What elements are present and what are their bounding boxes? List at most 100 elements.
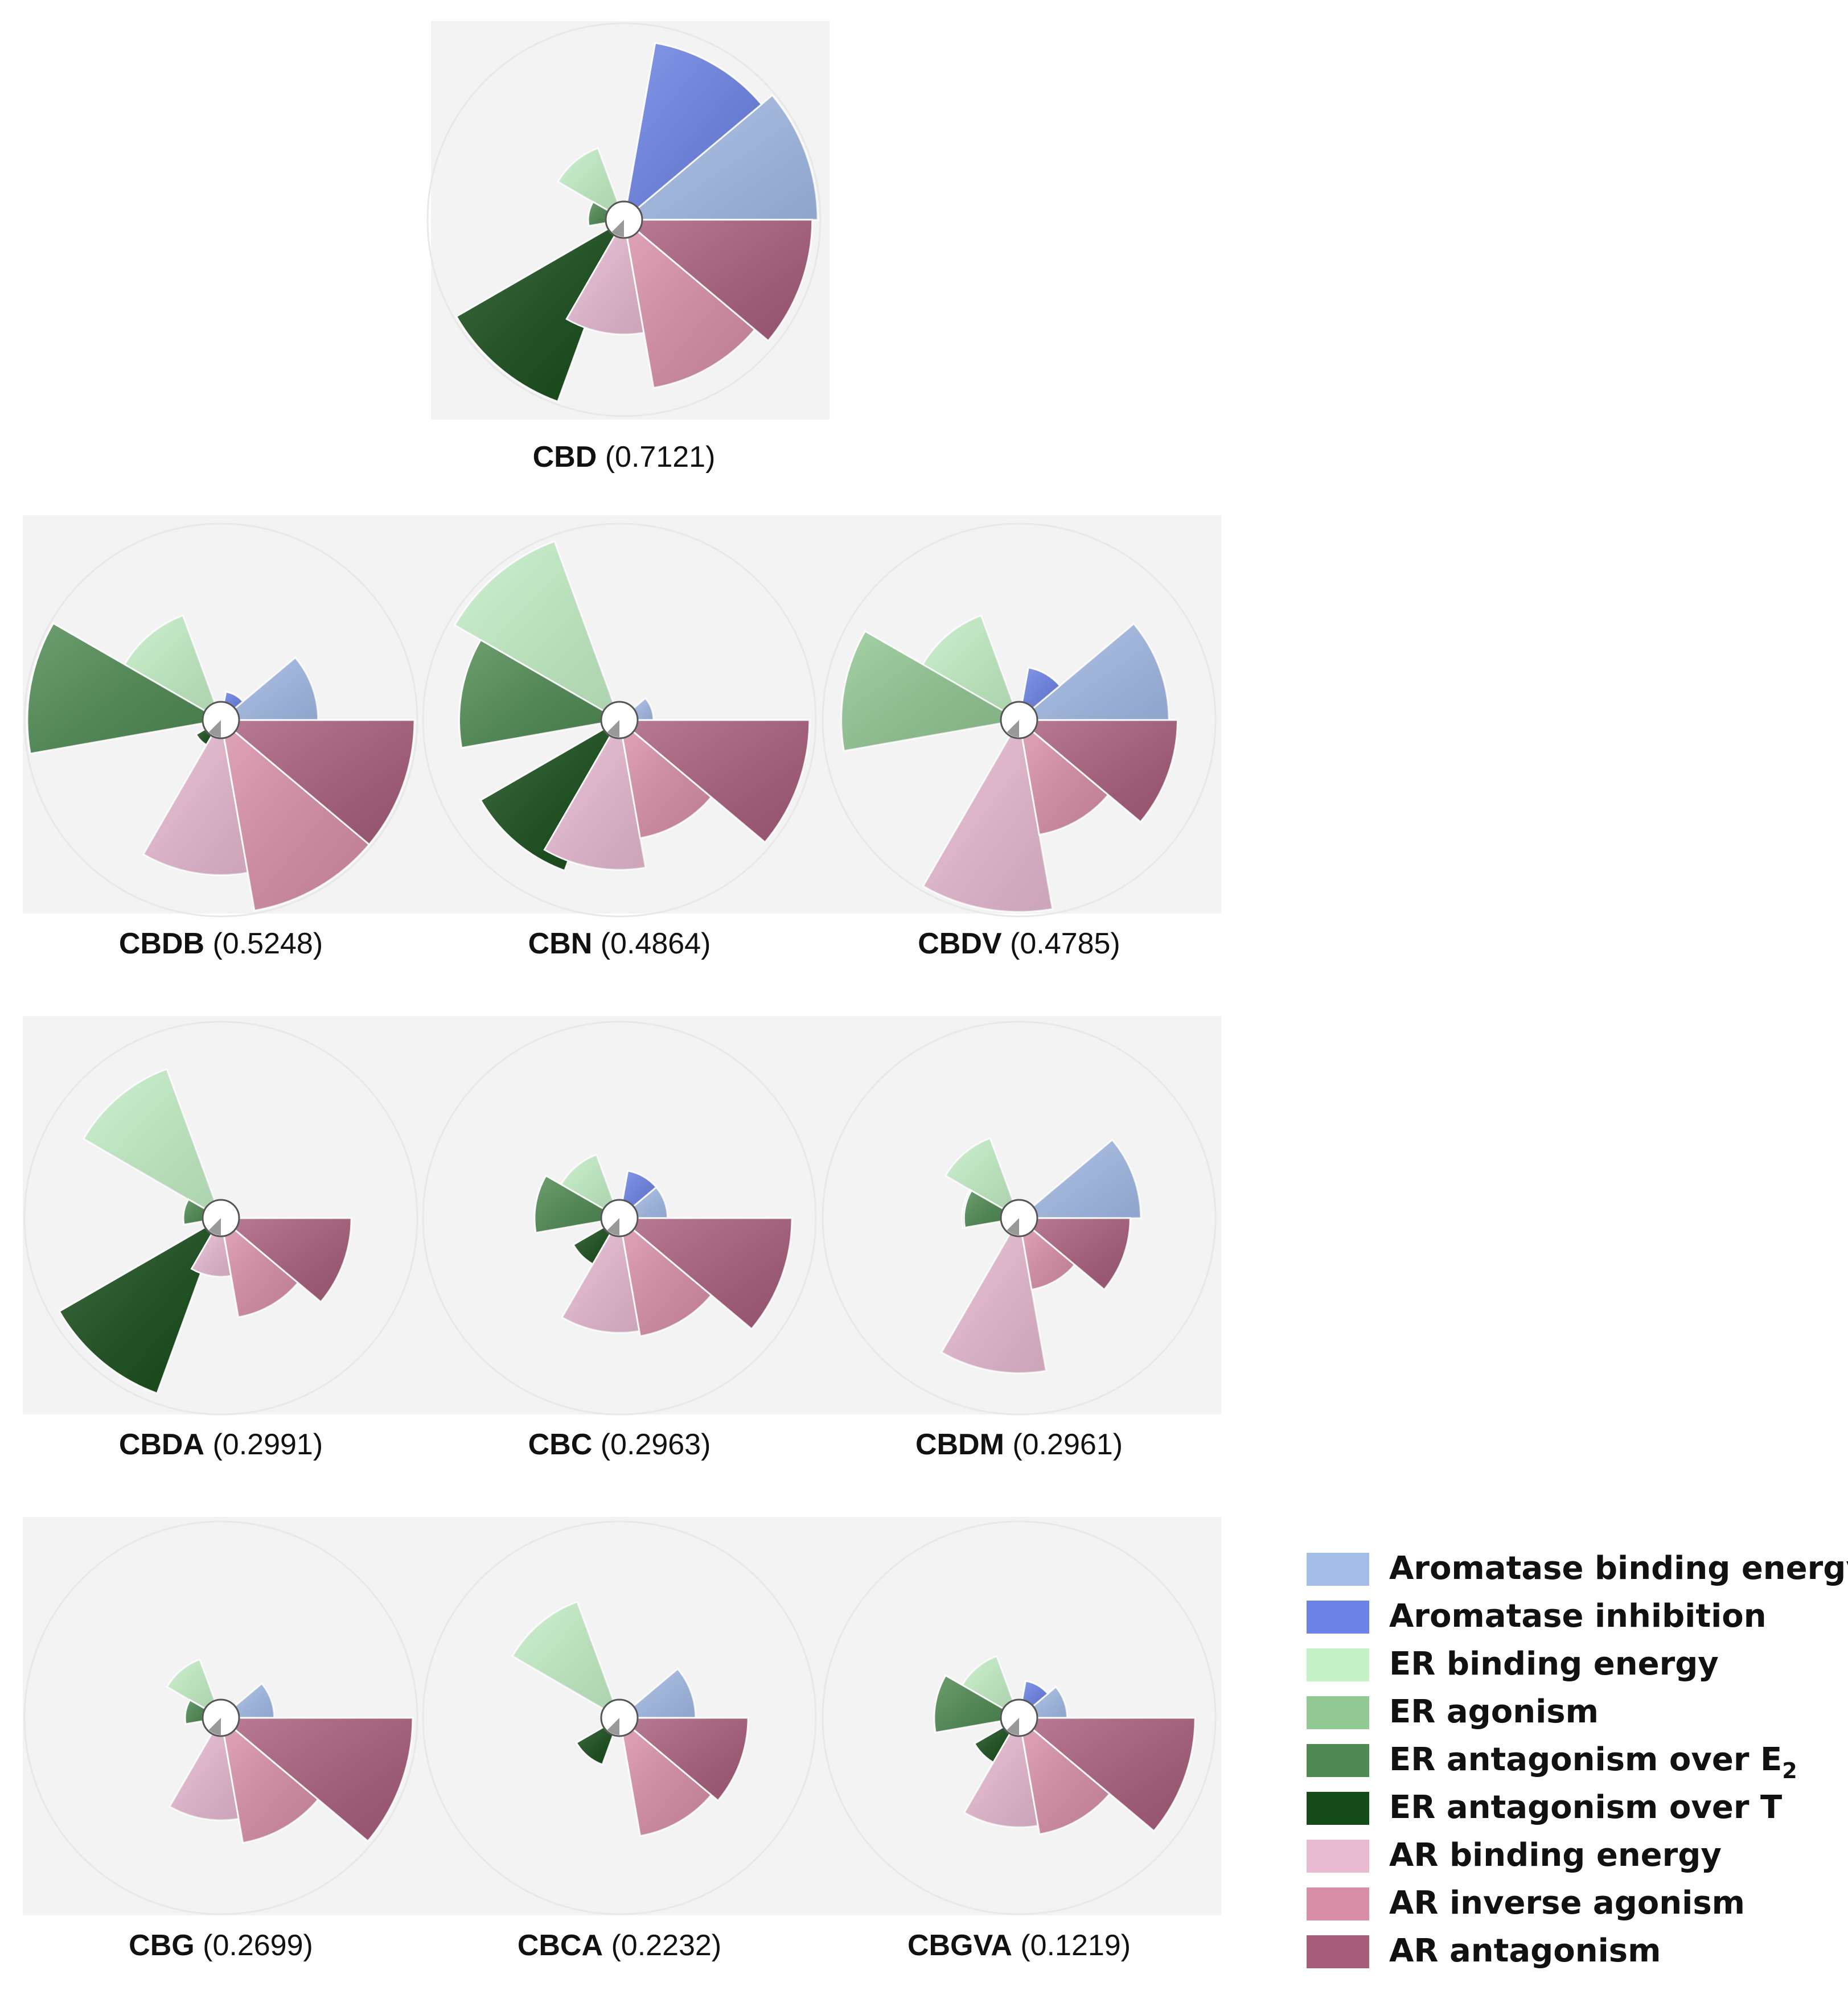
legend-entry: ER antagonism over T bbox=[1307, 1789, 1782, 1826]
sector-shade bbox=[224, 1229, 298, 1318]
sector-shade bbox=[481, 729, 614, 871]
hub-wedge bbox=[208, 1718, 221, 1735]
sector-shade bbox=[841, 631, 1004, 751]
sector-shade bbox=[124, 615, 215, 711]
sector-shade bbox=[224, 731, 369, 911]
outer-ring bbox=[422, 523, 817, 918]
legend-label: AR binding energy bbox=[1389, 1837, 1722, 1874]
radar-cbdv: CBDV (0.4785) bbox=[822, 523, 1217, 960]
sector-shade bbox=[576, 1727, 614, 1765]
sector-shade bbox=[1022, 731, 1108, 835]
caption-cbd: CBD (0.7121) bbox=[533, 441, 716, 474]
sector-shade bbox=[235, 1218, 352, 1302]
radar-cbca: CBCA (0.2232) bbox=[422, 1520, 817, 1962]
legend-swatch bbox=[1307, 1744, 1369, 1777]
legend-label: AR inverse agonism bbox=[1389, 1885, 1745, 1922]
legend-entry: AR antagonism bbox=[1307, 1932, 1661, 1969]
sector-shade bbox=[622, 1729, 712, 1836]
chart-panels: CBD (0.7121) CBDB (0.5248) CBN (0.4864) CBD… bbox=[23, 21, 1221, 1962]
sector-shade bbox=[638, 220, 812, 341]
sector-shade bbox=[83, 1069, 215, 1209]
outer-ring bbox=[23, 1520, 418, 1915]
radar-cbdm: CBDM (0.2961) bbox=[822, 1021, 1217, 1461]
sector-shade bbox=[191, 1233, 231, 1277]
legend-entry: Aromatase inhibition bbox=[1307, 1598, 1767, 1635]
hub-wedge bbox=[611, 220, 624, 237]
radar-cbda: CBDA (0.2991) bbox=[23, 1021, 418, 1461]
legend-label: ER agonism bbox=[1389, 1693, 1599, 1730]
hub-wedge bbox=[607, 1718, 619, 1735]
legend-swatch bbox=[1307, 1553, 1369, 1586]
caption-score: (0.7121) bbox=[597, 441, 715, 474]
caption-cbdv: CBDV (0.4785) bbox=[918, 927, 1120, 960]
sector-shade bbox=[561, 1154, 614, 1209]
sector-shade bbox=[964, 1190, 1004, 1228]
sector-shade bbox=[1022, 1681, 1048, 1706]
radar-cbdb: CBDB (0.5248) bbox=[23, 523, 418, 960]
sector-shade bbox=[622, 1170, 656, 1207]
legend-swatch bbox=[1307, 1696, 1369, 1729]
hub-wedge bbox=[1007, 1718, 1019, 1735]
sector-shade bbox=[1022, 667, 1060, 709]
legend-entry: ER binding energy bbox=[1307, 1646, 1719, 1683]
sector-shade bbox=[185, 1700, 206, 1724]
sector-shade bbox=[454, 541, 614, 711]
legend-swatch bbox=[1307, 1648, 1369, 1681]
hub-wedge bbox=[208, 720, 221, 737]
legend-label: Aromatase binding energy bbox=[1389, 1550, 1848, 1587]
caption-cbda: CBDA (0.2991) bbox=[119, 1428, 323, 1461]
sector-shade bbox=[622, 731, 712, 838]
hub-wedge bbox=[607, 720, 619, 738]
sector-shade bbox=[633, 1669, 696, 1718]
legend-label: Aromatase inhibition bbox=[1389, 1598, 1767, 1635]
sector-shade bbox=[459, 640, 604, 748]
sector-shade bbox=[934, 1675, 1004, 1733]
sector-shade bbox=[1033, 1218, 1131, 1290]
sector-shade bbox=[627, 231, 755, 388]
sector-shade bbox=[534, 1175, 604, 1233]
sector-shade bbox=[945, 1138, 1013, 1209]
sector-shade bbox=[143, 735, 248, 875]
sector-shade bbox=[633, 1187, 668, 1218]
caption-name: CBN bbox=[528, 927, 593, 960]
legend-swatch bbox=[1307, 1840, 1369, 1873]
sector-shade bbox=[59, 1227, 215, 1393]
sector-shade bbox=[633, 1718, 749, 1801]
sector-shade bbox=[558, 148, 618, 211]
outer-ring bbox=[23, 1021, 418, 1416]
sector-shade bbox=[941, 1233, 1046, 1373]
outer-ring bbox=[422, 1520, 817, 1915]
hub-wedge bbox=[607, 1218, 619, 1235]
sector-shade bbox=[456, 229, 618, 402]
hub-wedge bbox=[1007, 1218, 1019, 1235]
sector-shade bbox=[566, 235, 644, 335]
legend-subscript: 2 bbox=[1782, 1758, 1797, 1783]
sector-shade bbox=[622, 1229, 712, 1336]
sector-shade bbox=[512, 1602, 614, 1709]
caption-name: CBDB bbox=[119, 927, 204, 960]
sector-shade bbox=[1033, 623, 1169, 720]
caption-cbg: CBG (0.2699) bbox=[129, 1929, 313, 1962]
sector-shade bbox=[167, 1659, 215, 1709]
sector-shade bbox=[1033, 1718, 1196, 1831]
sector-shade bbox=[638, 95, 818, 220]
caption-name: CBD bbox=[533, 441, 597, 474]
caption-name: CBG bbox=[129, 1929, 195, 1962]
legend-entry: AR binding energy bbox=[1307, 1837, 1722, 1874]
outer-ring bbox=[822, 1520, 1217, 1915]
caption-score: (0.5248) bbox=[204, 927, 323, 960]
caption-name: CBC bbox=[528, 1428, 593, 1461]
caption-name: CBGVA bbox=[907, 1929, 1012, 1962]
caption-name: CBCA bbox=[518, 1929, 603, 1962]
sector-shade bbox=[1033, 1140, 1141, 1218]
hub-wedge bbox=[1007, 720, 1019, 737]
sector-shade bbox=[1033, 720, 1178, 822]
caption-cbdm: CBDM (0.2961) bbox=[915, 1428, 1123, 1461]
outer-ring bbox=[822, 523, 1217, 918]
caption-score: (0.4785) bbox=[1002, 927, 1120, 960]
sector-shade bbox=[235, 1683, 274, 1718]
legend-entry: ER agonism bbox=[1307, 1693, 1599, 1730]
sector-shade bbox=[633, 720, 810, 842]
sector-shade bbox=[562, 1233, 639, 1333]
legend-label: AR antagonism bbox=[1389, 1932, 1661, 1969]
